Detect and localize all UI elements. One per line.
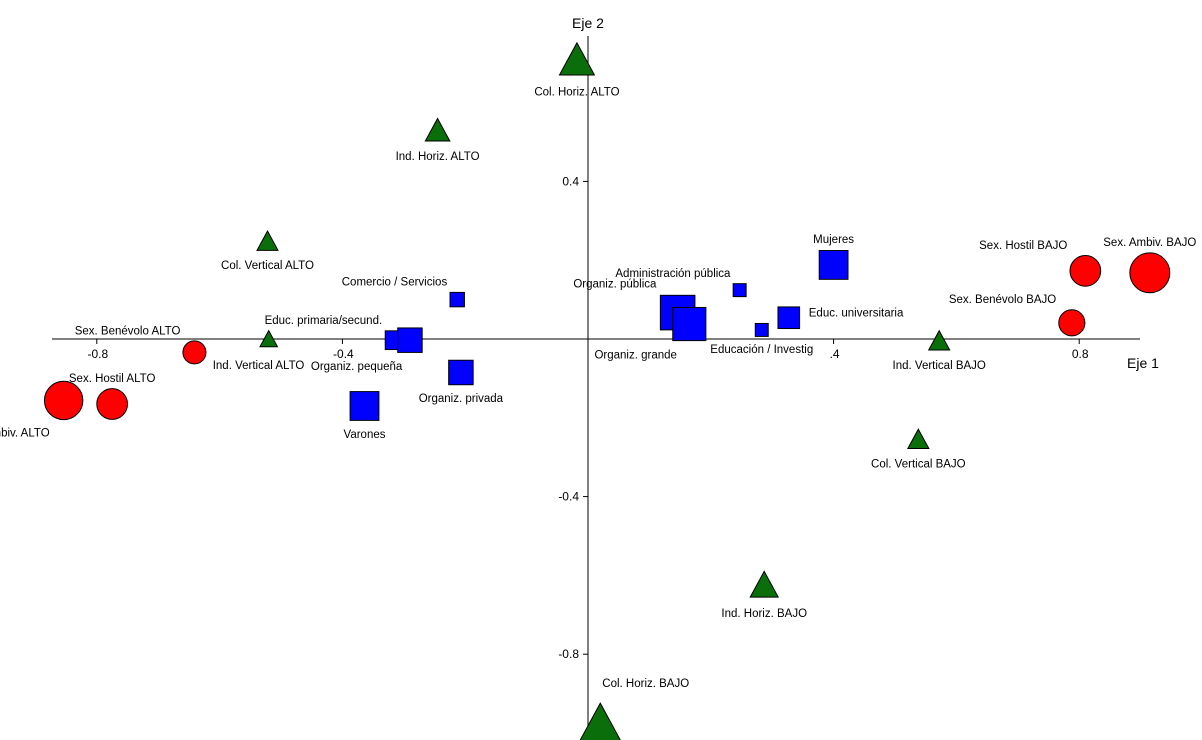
label-organiz-privada: Organiz. privada: [419, 393, 504, 405]
label-col-vertical-bajo: Col. Vertical BAJO: [871, 458, 966, 470]
label-varones: Varones: [344, 429, 386, 441]
point-sex-hostil-alto: [96, 388, 129, 420]
label-organiz-pequena: Organiz. pequeña: [311, 361, 403, 373]
y-tick-label: 0.4: [562, 174, 579, 188]
point-administracion-publica: [732, 283, 747, 298]
point-educ-universitaria: [777, 306, 801, 330]
axes: -0.8 -0.4 .4 0.8 0.4 -0.4 -0.8: [52, 36, 1140, 738]
point-labels: Sex. Ambiv. ALTO Sex. Hostil ALTO Sex. Ben…: [0, 87, 1196, 691]
y-axis-title: Eje 2: [572, 15, 604, 31]
label-educ-primaria-secund: Educ. primaria/secund.: [265, 315, 383, 327]
point-organiz-privada: [448, 359, 474, 386]
point-ind-vertical-alto: [259, 329, 279, 348]
point-sex-hostil-bajo: [1069, 254, 1102, 287]
label-organiz-publica: Organiz. pública: [573, 278, 657, 290]
label-sex-benevolo-bajo: Sex. Benévolo BAJO: [949, 294, 1056, 306]
label-sex-benevolo-alto: Sex. Benévolo ALTO: [75, 325, 181, 337]
point-educacion-investig: [754, 322, 769, 337]
point-organiz-grande: [672, 306, 707, 342]
point-organiz-pequena: [397, 327, 423, 353]
label-ind-vertical-alto: Ind. Vertical ALTO: [213, 360, 305, 372]
label-educacion-investig: Educación / Investig: [710, 344, 813, 356]
y-tick-label: -0.4: [558, 490, 579, 504]
point-comercio-servicios: [449, 291, 465, 308]
label-col-vertical-alto: Col. Vertical ALTO: [221, 260, 314, 272]
label-mujeres: Mujeres: [813, 234, 854, 246]
x-tick-label: .4: [830, 347, 840, 361]
label-sex-hostil-bajo: Sex. Hostil BAJO: [979, 240, 1067, 252]
point-col-vertical-alto: [256, 229, 279, 251]
point-col-horiz-alto: [558, 41, 596, 76]
point-sex-ambiv-alto: [43, 380, 84, 421]
x-tick-label: 0.8: [1072, 347, 1089, 361]
label-sex-ambiv-alto: Sex. Ambiv. ALTO: [0, 427, 50, 439]
chart-marks: [43, 41, 1171, 740]
label-col-horiz-bajo: Col. Horiz. BAJO: [602, 678, 689, 690]
label-sex-ambiv-bajo: Sex. Ambiv. BAJO: [1103, 237, 1196, 249]
point-ind-horiz-alto: [424, 117, 451, 142]
point-col-vertical-bajo: [907, 428, 930, 450]
label-sex-hostil-alto: Sex. Hostil ALTO: [69, 373, 156, 385]
label-ind-horiz-alto: Ind. Horiz. ALTO: [396, 151, 480, 163]
label-comercio-servicios: Comercio / Servicios: [342, 277, 448, 289]
point-ind-vertical-bajo: [927, 329, 951, 351]
x-axis-title: Eje 1: [1127, 355, 1159, 371]
x-tick-label: -0.4: [333, 347, 354, 361]
point-ind-horiz-bajo: [749, 570, 780, 598]
label-ind-vertical-bajo: Ind. Vertical BAJO: [893, 360, 986, 372]
point-mujeres: [818, 250, 849, 280]
x-tick-label: -0.8: [87, 347, 108, 361]
label-organiz-grande: Organiz. grande: [594, 349, 676, 361]
point-sex-benevolo-alto: [182, 340, 207, 365]
point-col-horiz-bajo: [579, 702, 621, 740]
point-varones: [349, 391, 380, 421]
y-tick-label: -0.8: [558, 647, 579, 661]
point-sex-ambiv-bajo: [1129, 252, 1171, 294]
label-administracion-publica: Administración pública: [615, 268, 731, 280]
label-ind-horiz-bajo: Ind. Horiz. BAJO: [721, 608, 807, 620]
label-col-horiz-alto: Col. Horiz. ALTO: [534, 87, 619, 99]
point-sex-benevolo-bajo: [1058, 309, 1086, 337]
label-educ-universitaria: Educ. universitaria: [809, 308, 904, 320]
